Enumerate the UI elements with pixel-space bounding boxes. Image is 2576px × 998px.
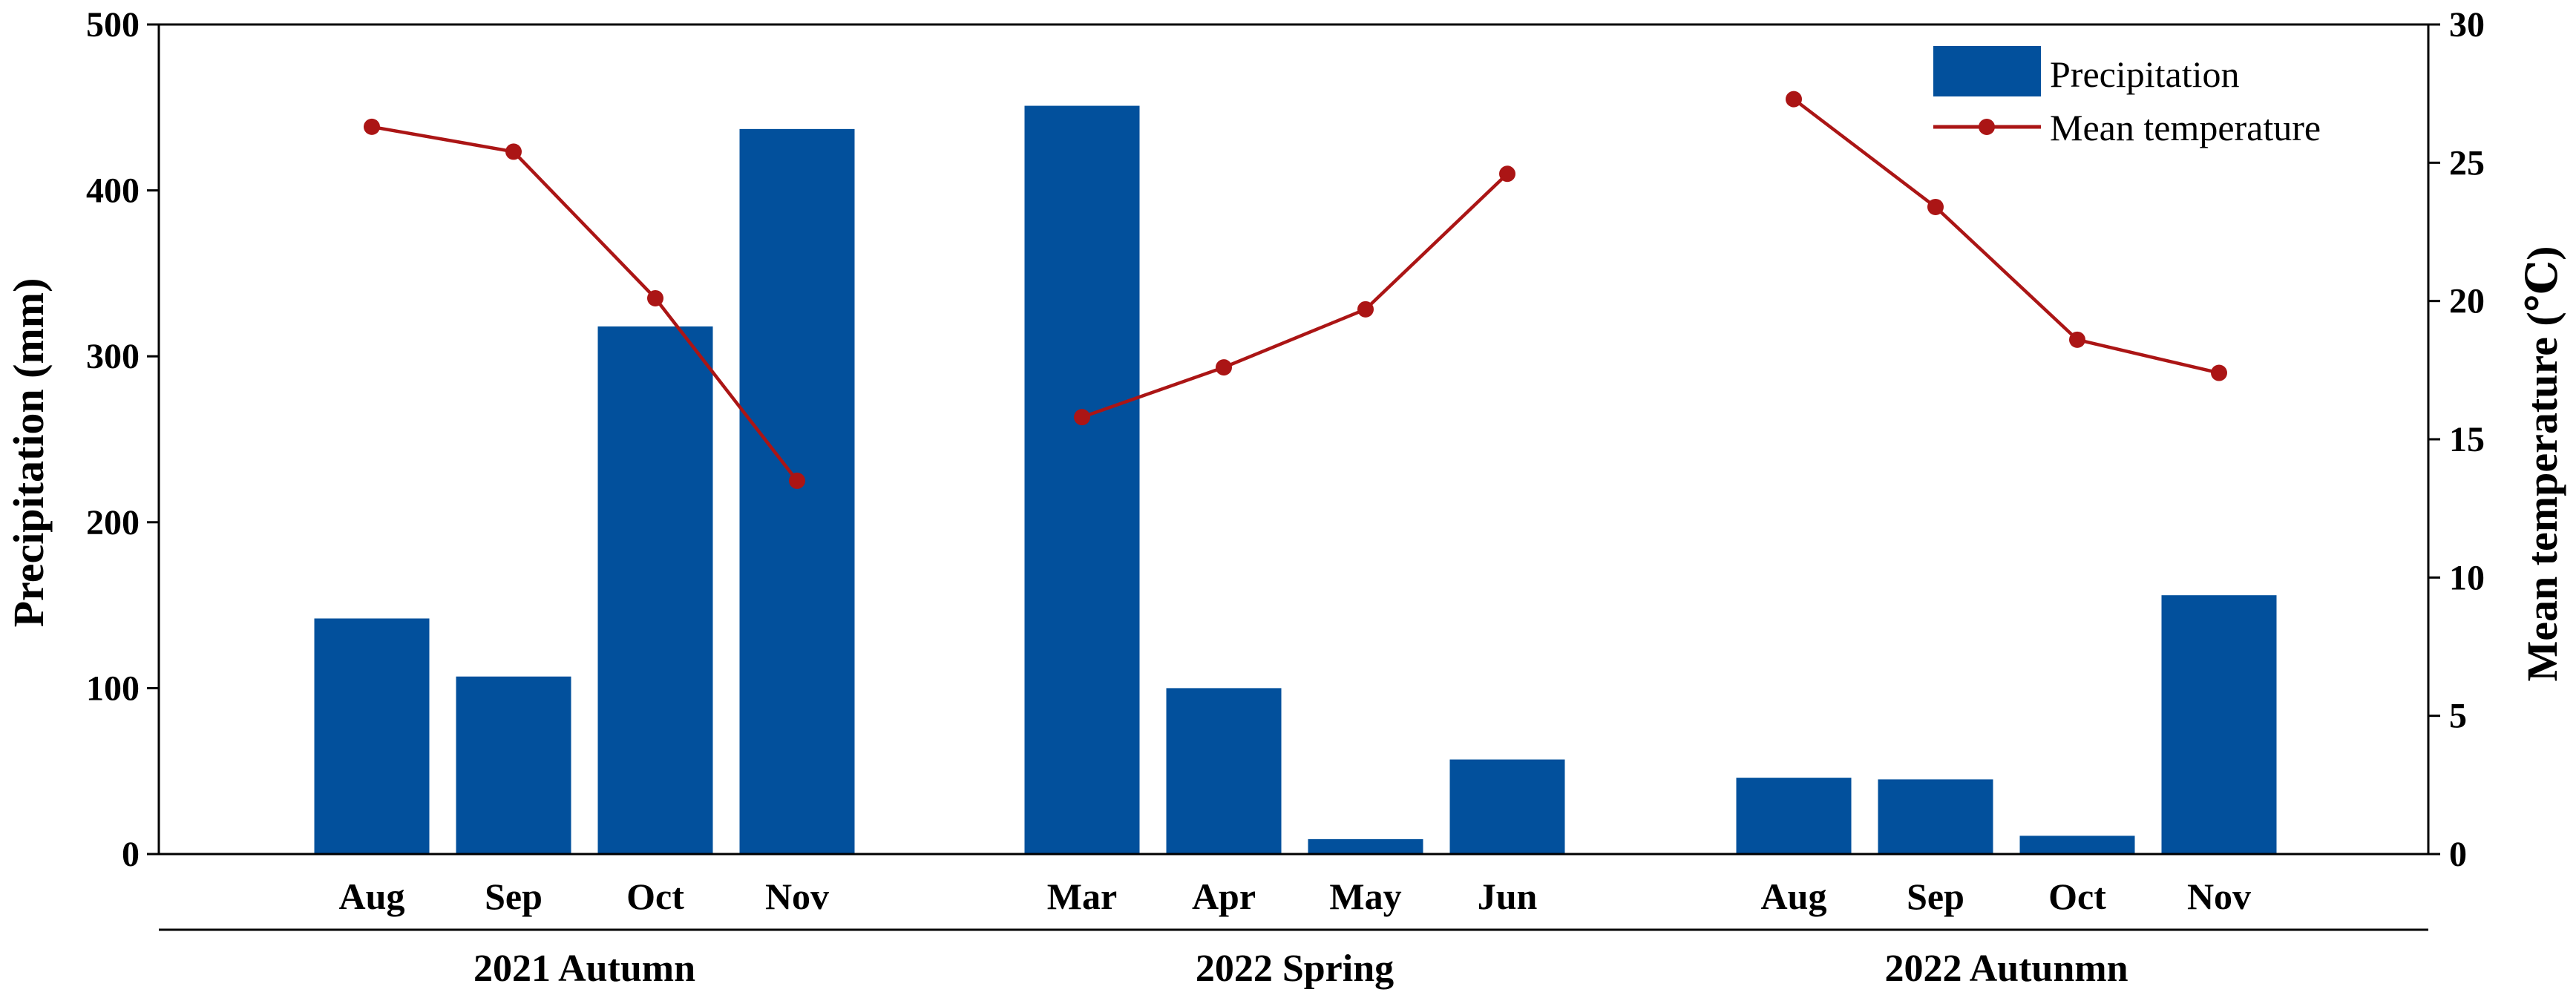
legend-temperature-label: Mean temperature [2050, 107, 2321, 148]
temperature-point-sep-1 [505, 143, 522, 160]
precipitation-bar-may-6 [1308, 838, 1423, 854]
temperature-point-may-6 [1357, 301, 1374, 318]
legend-precipitation-swatch [1933, 46, 2041, 96]
temperature-point-mar-4 [1074, 409, 1090, 426]
temperature-point-aug-8 [1786, 91, 1802, 108]
temperature-point-aug-0 [364, 118, 380, 135]
temperature-point-oct-10 [2069, 331, 2085, 348]
x-tick-label-may-6: May [1329, 876, 1401, 917]
precipitation-bar-nov-11 [2161, 595, 2277, 854]
precipitation-bar-sep-9 [1878, 779, 1993, 854]
temperature-point-sep-9 [1927, 198, 1944, 215]
precipitation-bar-oct-10 [2019, 836, 2135, 854]
temperature-point-jun-7 [1499, 165, 1515, 183]
precipitation-bar-nov-3 [739, 128, 855, 855]
x-tick-label-aug-0: Aug [339, 876, 405, 917]
x-tick-label-aug-8: Aug [1761, 876, 1827, 917]
y-tick-label-100: 100 [86, 669, 140, 708]
temperature-line-segment-0 [371, 125, 799, 482]
y2-tick-label-10: 10 [2449, 558, 2485, 597]
x-tick-label-jun-7: Jun [1478, 876, 1538, 917]
precipitation-bar-aug-8 [1736, 778, 1852, 854]
y-tick-label-500: 500 [86, 5, 140, 45]
precipitation-bar-sep-1 [456, 676, 571, 854]
x-tick-label-oct-2: Oct [626, 876, 684, 917]
x-tick-label-mar-4: Mar [1047, 876, 1117, 917]
bars-layer [314, 105, 2277, 855]
y2-tick-label-5: 5 [2449, 697, 2467, 736]
temperature-line-segment-1 [1081, 172, 1509, 419]
y2-tick-label-25: 25 [2449, 143, 2485, 183]
temperature-line-segment-2 [1792, 97, 2220, 375]
x-tick-label-nov-11: Nov [2187, 876, 2251, 917]
y-tick-label-0: 0 [122, 835, 140, 874]
group-label-2: 2022 Autunmn [1885, 948, 2128, 990]
x-tick-label-apr-5: Apr [1192, 876, 1256, 917]
y-tick-label-400: 400 [86, 171, 140, 211]
precipitation-bar-mar-4 [1024, 105, 1140, 855]
axes-layer: 0 100 200 300 400 500 0 5 10 15 20 25 30 Aug Sep Oct Nov… [86, 5, 2485, 990]
x-tick-label-oct-10: Oct [2048, 876, 2106, 917]
precipitation-bar-oct-2 [597, 326, 713, 854]
temperature-point-oct-2 [647, 289, 663, 306]
y-tick-label-300: 300 [86, 337, 140, 376]
group-label-1: 2022 Spring [1196, 948, 1394, 990]
precipitation-bar-aug-0 [314, 618, 430, 854]
y2-tick-label-0: 0 [2449, 835, 2467, 874]
y2-tick-label-20: 20 [2449, 282, 2485, 321]
temperature-line-layer [364, 91, 2227, 489]
y2-axis-title: Mean temperature (℃) [2518, 246, 2566, 682]
y-tick-label-200: 200 [86, 503, 140, 542]
group-label-0: 2021 Autumn [473, 948, 695, 990]
precipitation-bar-jun-7 [1449, 759, 1565, 854]
x-tick-label-nov-3: Nov [765, 876, 829, 917]
temperature-point-nov-11 [2211, 364, 2227, 381]
precipitation-bar-apr-5 [1166, 688, 1282, 854]
legend: Precipitation Mean temperature [1933, 46, 2321, 148]
legend-precipitation-label: Precipitation [2050, 53, 2240, 95]
y2-tick-label-30: 30 [2449, 5, 2485, 45]
x-tick-label-sep-1: Sep [485, 876, 543, 917]
legend-temperature-marker [1979, 119, 1995, 135]
x-tick-label-sep-9: Sep [1907, 876, 1964, 917]
temperature-point-apr-5 [1216, 359, 1232, 376]
temperature-point-nov-3 [789, 472, 805, 489]
y2-tick-label-15: 15 [2449, 420, 2485, 459]
y-axis-title: Precipitation (mm) [4, 278, 53, 628]
